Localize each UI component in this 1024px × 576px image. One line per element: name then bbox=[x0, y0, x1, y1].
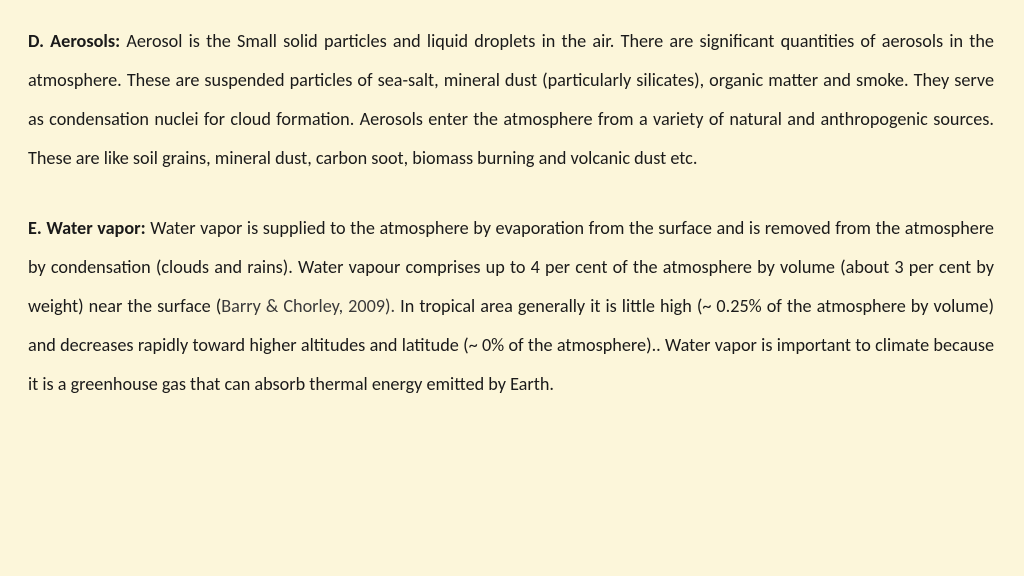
section-heading-aerosols: Aerosols: bbox=[50, 30, 120, 52]
paragraph-water-vapor: E. Water vapor: Water vapor is supplied … bbox=[28, 209, 994, 405]
citation-barry-chorley: Barry & Chorley, 2009). bbox=[221, 295, 395, 317]
section-label-d: D. bbox=[28, 30, 44, 52]
section-body-aerosols: Aerosol is the Small solid particles and… bbox=[28, 30, 994, 169]
section-heading-water-vapor: E. Water vapor: bbox=[28, 217, 146, 239]
paragraph-aerosols: D. Aerosols: Aerosol is the Small solid … bbox=[28, 22, 994, 179]
